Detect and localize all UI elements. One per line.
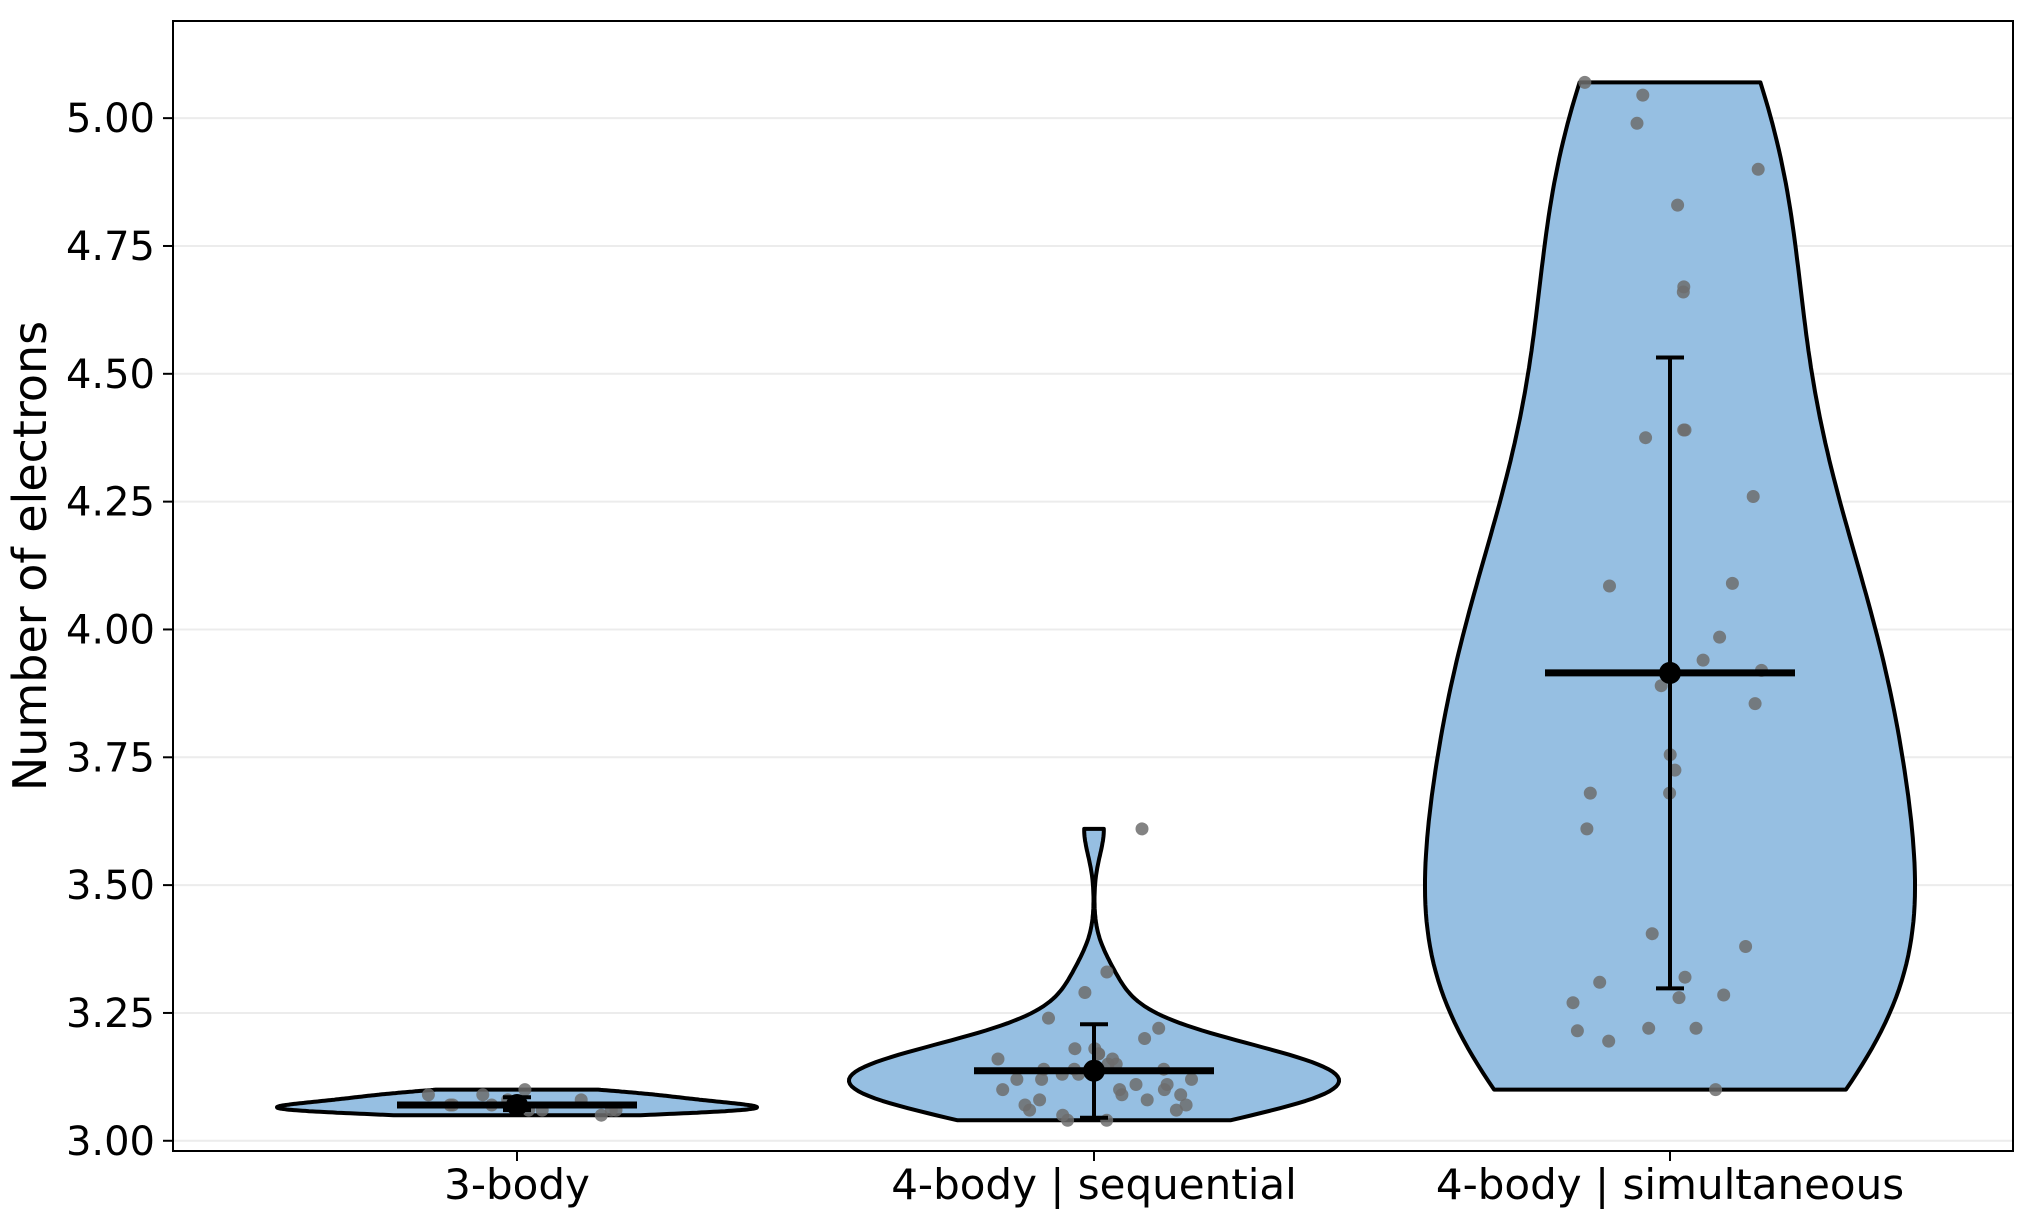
data-point	[1748, 697, 1762, 711]
y-tick-label: 4.50	[66, 352, 155, 398]
data-point	[1140, 1093, 1154, 1107]
data-point	[991, 1052, 1005, 1066]
y-axis-label: Number of electrons	[3, 321, 57, 791]
x-tick-label: 3-body	[444, 1160, 590, 1209]
data-point	[1078, 986, 1092, 999]
data-point	[1570, 1024, 1584, 1038]
data-point	[1677, 423, 1691, 437]
x-axis-ticks: 3-body 4-body | sequential 4-body | simult…	[444, 1151, 1904, 1209]
data-point	[1630, 116, 1644, 130]
data-point	[996, 1083, 1010, 1097]
y-tick-label: 4.00	[66, 607, 155, 653]
data-point	[1157, 1083, 1171, 1097]
data-point	[1185, 1072, 1198, 1086]
data-point	[1174, 1088, 1188, 1102]
data-point	[1603, 579, 1616, 593]
x-tick-label: 4-body | sequential	[891, 1160, 1297, 1209]
data-point	[1100, 965, 1114, 979]
data-point	[1061, 1113, 1075, 1127]
x-tick-label: 4-body | simultaneous	[1436, 1160, 1904, 1209]
data-point	[1138, 1032, 1152, 1045]
y-tick-label: 3.25	[66, 991, 155, 1037]
data-point	[1023, 1103, 1037, 1117]
data-point	[1602, 1034, 1616, 1048]
data-point	[1169, 1103, 1183, 1117]
data-point	[1746, 490, 1760, 503]
data-point	[1115, 1088, 1129, 1102]
data-point	[1035, 1072, 1049, 1086]
data-point	[594, 1108, 608, 1122]
data-point	[1636, 88, 1650, 102]
mean-marker	[1083, 1059, 1105, 1082]
y-axis-ticks: 3.00 3.25 3.50 3.75 4.00 4.25 4.50 4.75 5.00	[66, 96, 173, 1165]
data-point	[1010, 1072, 1024, 1086]
data-point	[1566, 996, 1580, 1010]
y-tick-label: 3.00	[66, 1119, 155, 1165]
data-point	[1672, 991, 1686, 1005]
data-point	[1676, 285, 1690, 299]
data-point	[1593, 975, 1607, 989]
data-point	[1645, 927, 1659, 941]
mean-marker	[506, 1093, 528, 1116]
data-point	[1068, 1042, 1082, 1056]
y-tick-label: 3.50	[66, 863, 155, 909]
mean-marker	[1659, 661, 1681, 684]
data-point	[1639, 431, 1653, 445]
data-point	[1583, 786, 1597, 800]
data-point	[1033, 1093, 1047, 1107]
data-point	[1713, 630, 1727, 644]
data-point	[1739, 940, 1753, 953]
data-point	[1717, 988, 1731, 1002]
y-tick-label: 5.00	[66, 96, 155, 142]
data-point	[421, 1088, 435, 1102]
y-tick-label: 4.25	[66, 480, 155, 526]
data-point	[1696, 653, 1710, 667]
data-point	[1642, 1021, 1656, 1035]
data-point	[1709, 1083, 1723, 1097]
mean-error-bars	[397, 355, 1795, 1120]
data-point	[518, 1083, 532, 1097]
violin-shape	[847, 826, 1341, 1123]
data-point	[1689, 1021, 1703, 1035]
data-point	[1654, 679, 1668, 693]
data-point	[1129, 1078, 1143, 1091]
data-point	[1042, 1011, 1055, 1025]
data-point	[1578, 75, 1592, 89]
y-tick-label: 4.75	[66, 224, 155, 270]
y-tick-label: 3.75	[66, 735, 155, 781]
data-point	[1725, 576, 1739, 590]
data-point	[476, 1088, 490, 1102]
data-point	[1678, 970, 1692, 984]
data-point	[1135, 822, 1149, 836]
grid-lines	[173, 117, 2013, 1142]
data-point	[1671, 198, 1685, 212]
data-point	[1179, 1098, 1193, 1112]
data-point	[1100, 1113, 1114, 1127]
data-point	[1152, 1021, 1166, 1035]
data-point	[1751, 162, 1765, 176]
data-point	[1580, 822, 1594, 836]
